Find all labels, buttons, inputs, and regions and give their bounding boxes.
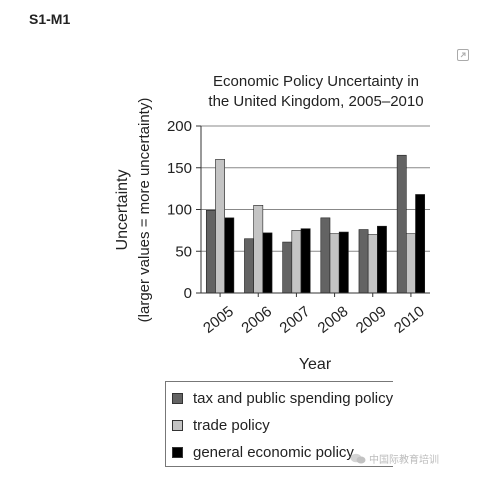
bar xyxy=(205,210,216,294)
x-tick-label: 2005 xyxy=(200,303,237,337)
bars xyxy=(205,154,426,294)
x-tick-label: 2009 xyxy=(353,303,390,337)
x-tick-label: 2008 xyxy=(315,303,352,337)
bar xyxy=(224,217,235,294)
legend-label-general: general economic policy xyxy=(193,444,354,461)
x-tick-label: 2006 xyxy=(238,303,275,337)
bar xyxy=(329,233,340,294)
legend-label-trade: trade policy xyxy=(193,417,270,434)
legend-item: general economic policy xyxy=(172,444,354,461)
bar xyxy=(215,159,225,294)
bar xyxy=(320,217,331,294)
legend-swatch-general xyxy=(172,447,183,458)
x-axis-label: Year xyxy=(299,356,332,373)
y-tick-label: 0 xyxy=(184,285,192,302)
y-tick-label: 200 xyxy=(167,118,192,135)
bar xyxy=(396,154,407,294)
expand-icon[interactable] xyxy=(452,44,474,66)
watermark: 中国际教育培训 xyxy=(350,451,439,466)
y-axis-label: Uncertainty xyxy=(114,170,131,251)
y-axis-ticks: 0 50 100 150 200 xyxy=(167,118,201,302)
page-label: S1-M1 xyxy=(29,11,71,27)
legend: tax and public spending policy trade pol… xyxy=(165,381,393,467)
legend-swatch-tax xyxy=(172,393,183,404)
y-tick-label: 150 xyxy=(167,160,192,177)
bar xyxy=(282,241,293,294)
y-tick-label: 50 xyxy=(175,243,192,260)
bar xyxy=(300,228,311,294)
watermark-text: 中国际教育培训 xyxy=(369,455,439,466)
wechat-icon xyxy=(350,453,366,464)
legend-swatch-trade xyxy=(172,420,183,431)
bar xyxy=(244,238,254,294)
bar xyxy=(406,233,416,294)
y-axis-sublabel: (larger values = more uncertainty) xyxy=(136,98,153,323)
x-tick-label: 2007 xyxy=(277,303,314,337)
bar xyxy=(338,231,349,294)
bar xyxy=(291,230,302,294)
bar xyxy=(377,225,387,294)
bar xyxy=(415,194,426,294)
legend-item: trade policy xyxy=(172,417,270,434)
bar-chart: Economic Policy Uncertainty in the Unite… xyxy=(114,73,430,373)
legend-label-tax: tax and public spending policy xyxy=(193,390,394,407)
gridlines xyxy=(201,125,430,294)
bar xyxy=(253,205,264,294)
x-axis-ticks: 2005 2006 2007 2008 2009 2010 xyxy=(200,293,428,337)
y-tick-label: 100 xyxy=(167,202,192,219)
legend-item: tax and public spending policy xyxy=(172,390,393,407)
bar xyxy=(367,234,378,294)
chart-title-line-1: Economic Policy Uncertainty in xyxy=(213,73,419,90)
chart-title: Economic Policy Uncertainty in the Unite… xyxy=(208,73,423,110)
bar xyxy=(358,229,369,294)
chart-title-line-2: the United Kingdom, 2005–2010 xyxy=(208,93,423,110)
bar xyxy=(262,232,273,294)
x-tick-label: 2010 xyxy=(391,303,428,337)
